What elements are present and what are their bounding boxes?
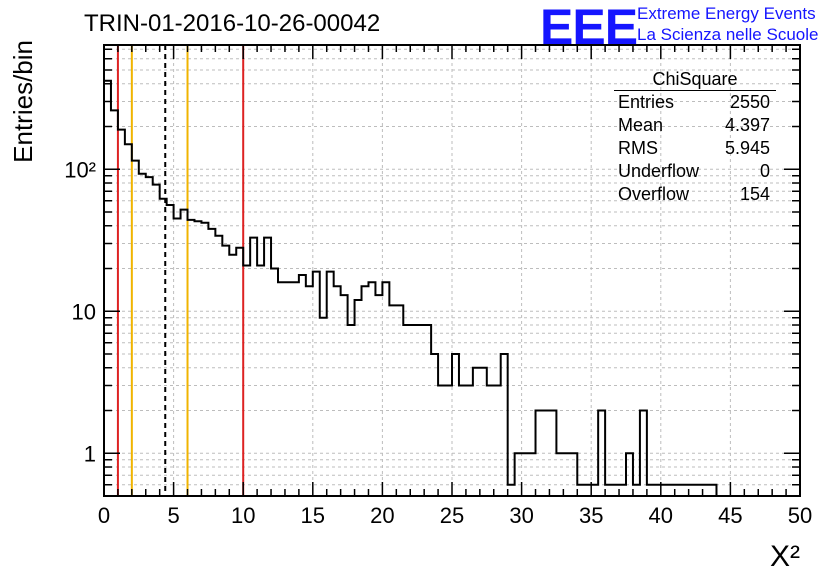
x-tick-label: 35	[579, 503, 603, 528]
x-axis-title: X²	[770, 540, 800, 572]
x-tick-label: 20	[370, 503, 394, 528]
marker-lines	[116, 45, 245, 496]
chart-title: TRIN-01-2016-10-26-00042	[84, 10, 381, 37]
x-tick-label: 40	[649, 503, 673, 528]
x-tick-label: 10	[231, 503, 255, 528]
stat-row-entries: Entries 2550	[614, 91, 776, 114]
stat-row-underflow: Underflow 0	[614, 160, 776, 183]
logo-text-line2: La Scienza nelle Scuole	[637, 25, 819, 44]
axis-ticks	[103, 45, 801, 497]
y-tick-label: 1	[84, 441, 96, 466]
stat-row-rms: RMS 5.945	[614, 137, 776, 160]
eee-logo: EEE	[540, 0, 638, 55]
stat-value: 5.945	[724, 138, 770, 158]
stats-box: ChiSquare Entries 2550 Mean 4.397 RMS 5.…	[614, 68, 776, 206]
x-tick-label: 45	[718, 503, 742, 528]
y-axis-title: Entries/bin	[8, 40, 38, 163]
stat-value: 2550	[729, 92, 770, 112]
x-tick-label: 5	[167, 503, 179, 528]
x-tick-label: 30	[509, 503, 533, 528]
x-tick-labels: 0 5 10 15 20 25 30 35 40 45 50	[98, 503, 812, 528]
x-tick-label: 50	[788, 503, 812, 528]
stats-title: ChiSquare	[614, 68, 776, 91]
stat-label: RMS	[618, 138, 658, 158]
logo-text-line1: Extreme Energy Events	[637, 4, 816, 23]
histogram-outline	[103, 79, 718, 496]
y-tick-label: 10	[72, 299, 96, 324]
y-tick-label: 10²	[64, 157, 96, 182]
stat-label: Mean	[618, 115, 664, 135]
stat-value: 4.397	[724, 115, 770, 135]
y-tick-labels: 1 10 10²	[64, 157, 96, 466]
x-tick-label: 25	[440, 503, 464, 528]
x-tick-label: 15	[301, 503, 325, 528]
stat-label: Entries	[618, 92, 675, 112]
stat-value: 154	[739, 184, 770, 204]
x-tick-label: 0	[98, 503, 110, 528]
stat-label: Overflow	[618, 184, 690, 204]
stat-row-overflow: Overflow 154	[614, 183, 776, 206]
stat-value: 0	[759, 161, 770, 181]
stat-row-mean: Mean 4.397	[614, 114, 776, 137]
stat-label: Underflow	[618, 161, 700, 181]
